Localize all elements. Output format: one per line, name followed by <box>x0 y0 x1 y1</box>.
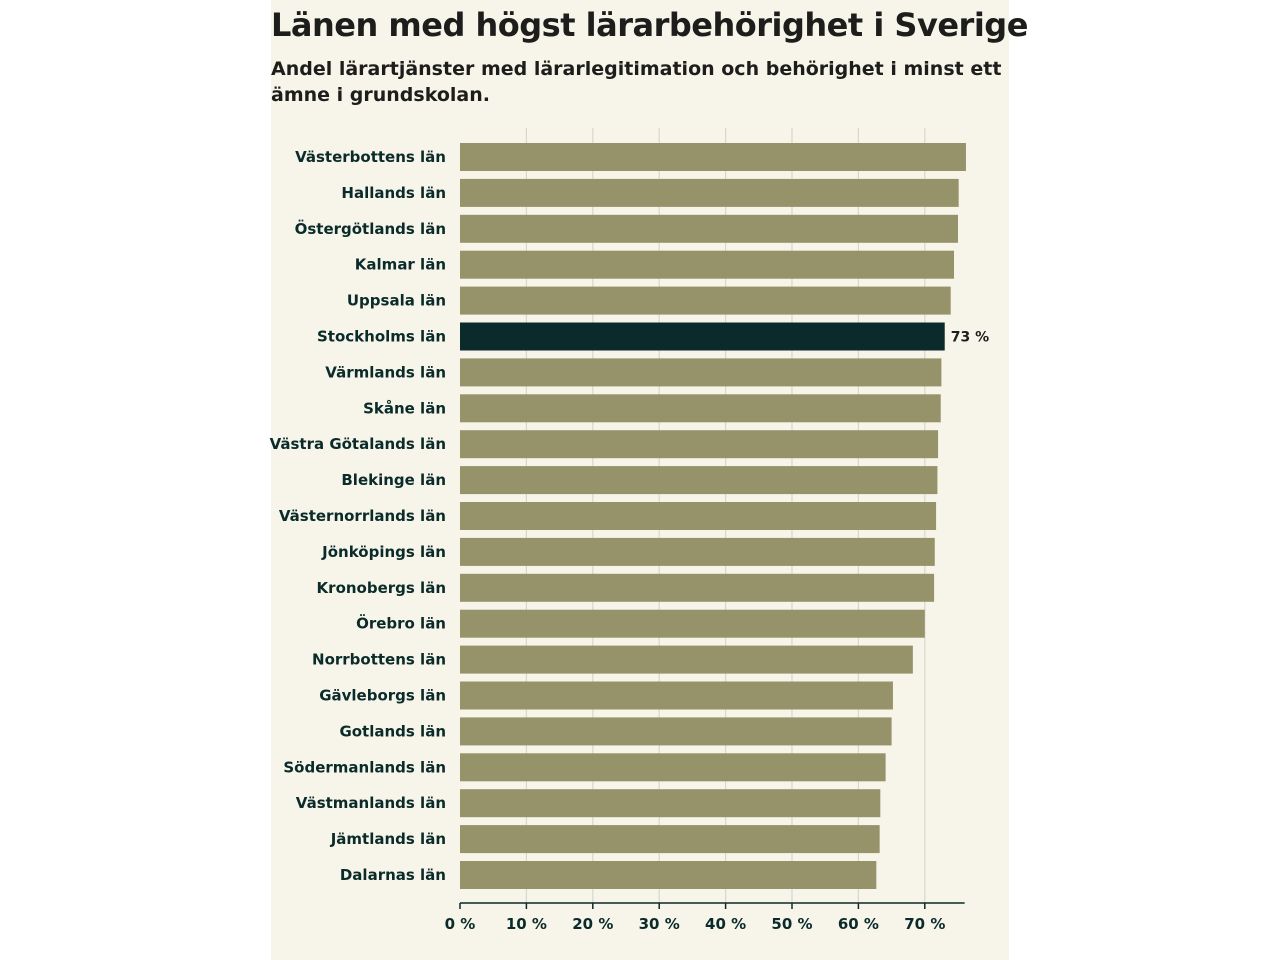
category-label: Västra Götalands län <box>270 435 446 453</box>
bar <box>460 286 951 315</box>
category-label: Södermanlands län <box>283 758 446 776</box>
category-label: Norrbottens län <box>312 651 446 669</box>
category-label: Värmlands län <box>325 363 446 381</box>
category-label: Hallands län <box>341 184 446 202</box>
x-tick-label: 60 % <box>838 915 879 933</box>
bar <box>460 466 938 495</box>
bar <box>460 645 913 674</box>
category-label: Östergötlands län <box>295 219 446 238</box>
category-label: Jönköpings län <box>321 543 446 561</box>
category-label: Västerbottens län <box>295 148 446 166</box>
bar <box>460 394 941 423</box>
bar <box>460 430 939 459</box>
category-label: Kronobergs län <box>317 579 446 597</box>
bar <box>460 825 880 854</box>
category-label: Västernorrlands län <box>279 507 446 525</box>
bar <box>460 573 935 602</box>
category-label: Stockholms län <box>317 328 446 346</box>
category-label: Västmanlands län <box>296 794 446 812</box>
bar <box>460 789 881 818</box>
category-label: Kalmar län <box>355 256 446 274</box>
bar <box>460 753 886 782</box>
x-tick-label: 50 % <box>771 915 812 933</box>
category-label: Skåne län <box>363 399 446 417</box>
bar <box>460 143 966 171</box>
bar <box>460 250 955 279</box>
x-tick-label: 30 % <box>639 915 680 933</box>
bar <box>460 178 959 207</box>
value-label: 73 % <box>951 330 989 346</box>
bar <box>460 502 937 530</box>
category-label: Dalarnas län <box>340 866 446 884</box>
chart-title: Länen med högst lärarbehörighet i Sverig… <box>271 6 1028 44</box>
x-tick-label: 70 % <box>904 915 945 933</box>
category-label: Jämtlands län <box>330 830 446 848</box>
bar <box>460 681 893 710</box>
category-label: Örebro län <box>356 614 446 633</box>
bar <box>460 214 958 243</box>
x-tick-label: 20 % <box>572 915 613 933</box>
chart-subtitle: Andel lärartjänster med lärarlegitimatio… <box>271 58 1002 106</box>
x-tick-label: 0 % <box>445 915 476 933</box>
x-tick-label: 10 % <box>506 915 547 933</box>
bar <box>460 861 877 889</box>
category-label: Gotlands län <box>339 722 446 740</box>
category-label: Gävleborgs län <box>319 687 446 705</box>
category-label: Uppsala län <box>347 292 446 310</box>
category-label: Blekinge län <box>341 471 446 489</box>
bar <box>460 609 925 638</box>
bar <box>460 717 892 746</box>
bar <box>460 358 942 387</box>
bar-highlight <box>460 322 945 351</box>
x-tick-label: 40 % <box>705 915 746 933</box>
bar <box>460 537 935 566</box>
